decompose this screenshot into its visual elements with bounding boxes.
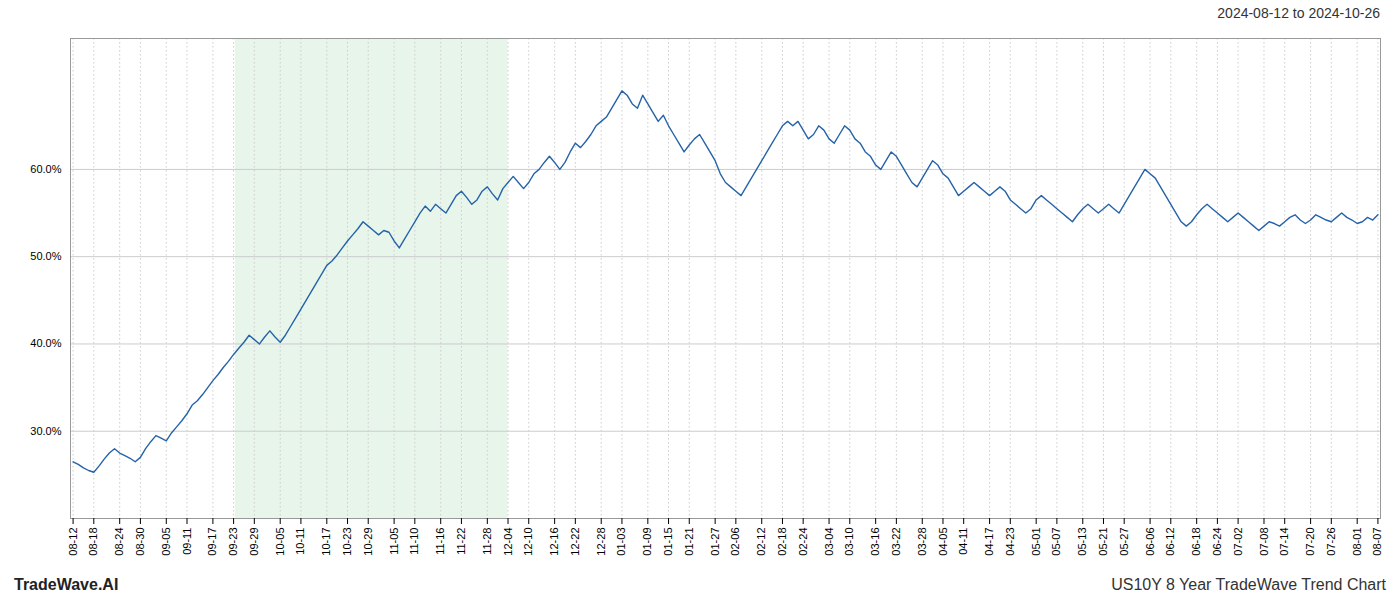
html-text:TradeWave.AI: TradeWave.AI <box>14 576 119 593</box>
svg-text:05-01: 05-01 <box>1030 528 1042 556</box>
svg-text:06-12: 06-12 <box>1164 528 1176 556</box>
svg-text:12-28: 12-28 <box>595 528 607 556</box>
svg-text:05-07: 05-07 <box>1050 528 1062 556</box>
svg-text:11-10: 11-10 <box>408 528 420 555</box>
svg-text:50.0%: 50.0% <box>30 250 61 262</box>
svg-text:05-13: 05-13 <box>1076 528 1088 556</box>
html-text:2024-08-12 to 2024-10-26: 2024-08-12 to 2024-10-26 <box>1217 5 1380 21</box>
svg-text:40.0%: 40.0% <box>30 337 61 349</box>
svg-text:10-05: 10-05 <box>274 528 286 556</box>
svg-text:11-22: 11-22 <box>455 528 467 555</box>
svg-text:08-30: 08-30 <box>134 528 146 556</box>
svg-text:11-16: 11-16 <box>434 528 446 555</box>
svg-text:01-09: 01-09 <box>641 528 653 556</box>
svg-text:10-29: 10-29 <box>362 528 374 556</box>
svg-text:12-10: 12-10 <box>522 528 534 556</box>
svg-text:11-28: 11-28 <box>481 528 493 555</box>
svg-text:09-23: 09-23 <box>227 528 239 556</box>
svg-text:05-21: 05-21 <box>1097 528 1109 556</box>
svg-text:07-26: 07-26 <box>1325 528 1337 556</box>
svg-text:01-21: 01-21 <box>683 528 695 556</box>
svg-text:07-20: 07-20 <box>1304 528 1316 556</box>
svg-text:01-27: 01-27 <box>709 528 721 556</box>
svg-text:08-07: 08-07 <box>1371 528 1383 556</box>
svg-text:12-16: 12-16 <box>548 528 560 556</box>
svg-text:30.0%: 30.0% <box>30 425 61 437</box>
svg-text:03-10: 03-10 <box>843 528 855 556</box>
svg-text:02-18: 02-18 <box>776 528 788 556</box>
svg-text:04-05: 04-05 <box>936 528 948 556</box>
svg-text:08-24: 08-24 <box>113 528 125 556</box>
svg-text:07-02: 07-02 <box>1232 528 1244 556</box>
svg-text:03-16: 03-16 <box>869 528 881 556</box>
svg-text:01-03: 01-03 <box>615 528 627 556</box>
svg-text:08-12: 08-12 <box>67 528 79 556</box>
svg-text:02-12: 02-12 <box>755 528 767 556</box>
svg-text:01-15: 01-15 <box>662 528 674 556</box>
svg-text:03-22: 03-22 <box>890 528 902 556</box>
svg-text:09-17: 09-17 <box>206 528 218 556</box>
svg-text:06-06: 06-06 <box>1144 528 1156 556</box>
svg-text:06-24: 06-24 <box>1211 528 1223 556</box>
svg-text:03-04: 03-04 <box>823 528 835 556</box>
svg-text:10-17: 10-17 <box>320 528 332 556</box>
svg-text:09-11: 09-11 <box>181 528 193 555</box>
svg-text:02-06: 02-06 <box>729 528 741 556</box>
svg-text:11-05: 11-05 <box>388 528 400 555</box>
svg-text:07-08: 07-08 <box>1258 528 1270 556</box>
svg-text:03-28: 03-28 <box>916 528 928 556</box>
html-text:US10Y 8 Year TradeWave Trend C: US10Y 8 Year TradeWave Trend Chart <box>1111 576 1386 593</box>
svg-text:02-24: 02-24 <box>797 528 809 556</box>
svg-text:60.0%: 60.0% <box>30 163 61 175</box>
svg-text:12-22: 12-22 <box>569 528 581 556</box>
svg-text:08-18: 08-18 <box>87 528 99 556</box>
svg-text:10-11: 10-11 <box>294 528 306 555</box>
svg-text:09-05: 09-05 <box>160 528 172 556</box>
svg-text:05-27: 05-27 <box>1118 528 1130 556</box>
svg-text:07-14: 07-14 <box>1278 528 1290 556</box>
svg-text:09-29: 09-29 <box>248 528 260 556</box>
svg-text:10-23: 10-23 <box>341 528 353 556</box>
svg-text:04-17: 04-17 <box>983 528 995 556</box>
svg-text:12-04: 12-04 <box>502 528 514 556</box>
svg-text:06-18: 06-18 <box>1190 528 1202 556</box>
svg-text:04-23: 04-23 <box>1004 528 1016 556</box>
svg-text:04-11: 04-11 <box>957 528 969 555</box>
svg-text:08-01: 08-01 <box>1351 528 1363 556</box>
